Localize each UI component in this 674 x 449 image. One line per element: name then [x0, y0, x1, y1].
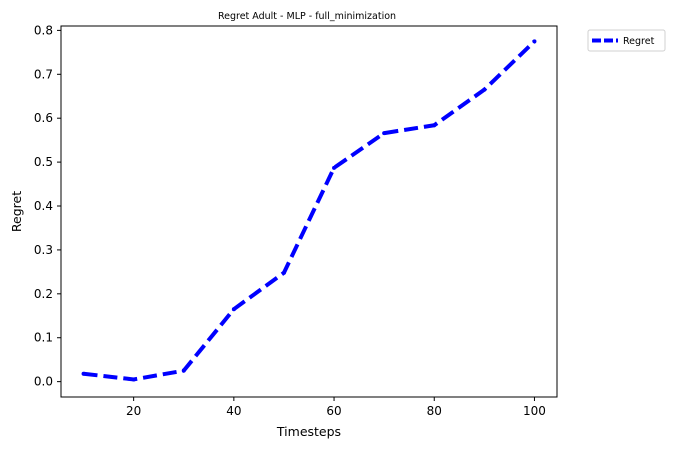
x-axis: 20 40 60 80 100 [126, 397, 546, 418]
y-axis: 0.0 0.1 0.2 0.3 0.4 0.5 0.6 0.7 0.8 [34, 23, 61, 389]
data-points [81, 39, 537, 382]
data-point [432, 123, 437, 128]
legend-box [587, 29, 666, 52]
data-point [281, 270, 286, 275]
data-point [131, 377, 136, 382]
data-point [231, 307, 236, 312]
y-tick-label: 0.4 [34, 199, 53, 213]
regret-series-line [83, 39, 536, 382]
y-tick-label: 0.2 [34, 287, 53, 301]
y-tick-label: 0.3 [34, 243, 53, 257]
y-tick-label: 0.1 [34, 331, 53, 345]
x-axis-label: Timesteps [276, 424, 341, 439]
x-tick-label: 100 [523, 404, 546, 418]
x-tick-label: 40 [226, 404, 241, 418]
data-point [81, 371, 86, 376]
y-tick-label: 0.0 [34, 375, 53, 389]
chart-title: Regret Adult - MLP - full_minimization [218, 11, 396, 22]
legend[interactable]: Regret [587, 29, 666, 52]
data-point [181, 368, 186, 373]
y-tick-label: 0.6 [34, 111, 53, 125]
legend-label: Regret [623, 36, 655, 47]
data-point [332, 165, 337, 170]
data-point [532, 39, 537, 44]
data-point [482, 87, 487, 92]
x-tick-label: 60 [326, 404, 341, 418]
x-tick-label: 20 [126, 404, 141, 418]
y-tick-label: 0.5 [34, 155, 53, 169]
y-tick-label: 0.8 [34, 23, 53, 37]
x-tick-label: 80 [427, 404, 442, 418]
y-tick-label: 0.7 [34, 67, 53, 81]
data-point [382, 131, 387, 136]
y-axis-label: Regret [9, 191, 24, 232]
plot-frame [60, 25, 558, 398]
